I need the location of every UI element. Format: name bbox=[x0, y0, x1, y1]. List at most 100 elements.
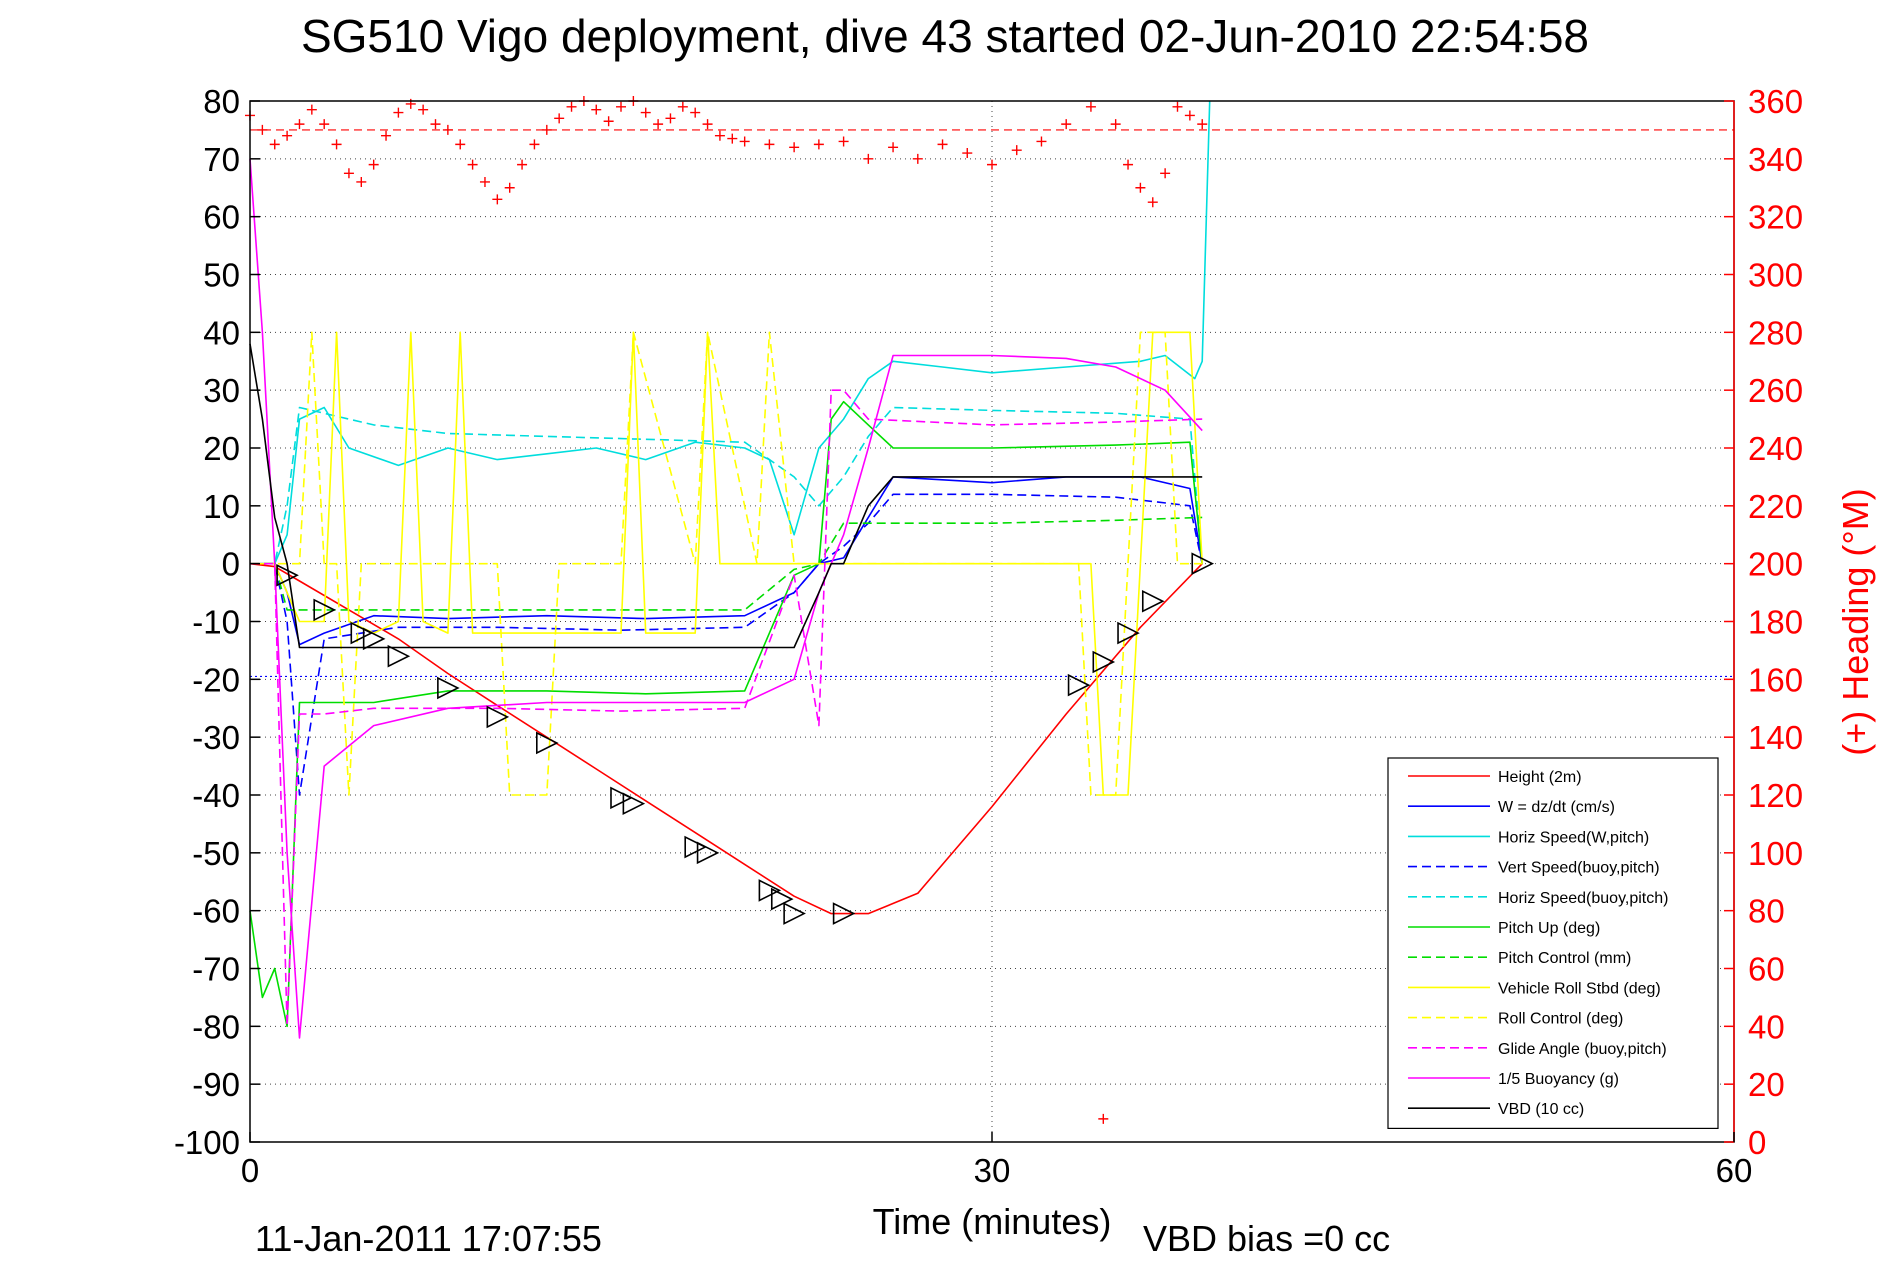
y-tick-label: -30 bbox=[192, 719, 240, 756]
chart-title: SG510 Vigo deployment, dive 43 started 0… bbox=[301, 10, 1589, 62]
y-tick-label: 50 bbox=[203, 257, 240, 294]
heading-point bbox=[442, 124, 453, 135]
triangle-marker bbox=[350, 621, 374, 645]
y-right-tick-label: 200 bbox=[1748, 546, 1803, 583]
y-right-tick-label: 300 bbox=[1748, 257, 1803, 294]
heading-point bbox=[566, 101, 577, 112]
triangle-marker bbox=[1067, 673, 1091, 697]
triangle-marker bbox=[758, 879, 782, 902]
triangle-markers bbox=[276, 552, 1215, 925]
triangle-marker bbox=[486, 705, 510, 729]
y-tick-label: 40 bbox=[203, 314, 240, 351]
triangle-marker bbox=[1191, 552, 1215, 575]
heading-point bbox=[739, 136, 750, 147]
triangle-marker bbox=[1092, 650, 1116, 674]
legend-label: Vehicle Roll Stbd (deg) bbox=[1498, 980, 1661, 997]
triangle-marker bbox=[1141, 589, 1165, 613]
footer-vbd-bias: VBD bias =0 cc bbox=[1143, 1218, 1390, 1259]
x-tick-label: 30 bbox=[974, 1152, 1011, 1189]
x-axis: 0 30 60 bbox=[241, 1132, 1752, 1189]
y-right-tick-label: 220 bbox=[1748, 488, 1803, 525]
legend-label: Vert Speed(buoy,pitch) bbox=[1498, 860, 1660, 877]
heading-point bbox=[1184, 110, 1195, 121]
series-line-10 bbox=[249, 158, 1203, 1039]
heading-point bbox=[912, 153, 923, 164]
triangle-marker bbox=[684, 835, 707, 859]
legend-label: VBD (10 cc) bbox=[1498, 1101, 1584, 1118]
heading-point bbox=[356, 176, 367, 187]
heading-point bbox=[1036, 136, 1047, 147]
y-tick-label: 70 bbox=[203, 141, 240, 178]
heading-point bbox=[418, 104, 429, 115]
y-tick-label: 30 bbox=[203, 372, 240, 409]
legend-label: Height (2m) bbox=[1498, 769, 1582, 786]
heading-point bbox=[517, 159, 528, 170]
y-right-tick-label: 160 bbox=[1748, 661, 1803, 698]
triangle-marker bbox=[622, 792, 646, 815]
heading-point bbox=[987, 159, 997, 170]
triangle-marker bbox=[276, 563, 299, 587]
y-tick-label: 60 bbox=[203, 199, 240, 236]
triangle-marker bbox=[832, 902, 856, 925]
legend-label: Pitch Up (deg) bbox=[1498, 920, 1600, 937]
series-group bbox=[249, 100, 1211, 1039]
heading-point bbox=[1172, 101, 1183, 112]
triangle-marker bbox=[696, 841, 720, 865]
triangle-marker bbox=[437, 676, 460, 700]
legend-label: 1/5 Buoyancy (g) bbox=[1498, 1071, 1619, 1088]
triangle-marker bbox=[770, 887, 794, 911]
heading-point bbox=[1123, 159, 1134, 170]
y-tick-label: -100 bbox=[174, 1124, 240, 1161]
y-right-tick-label: 340 bbox=[1748, 141, 1803, 178]
y-right-tick-label: 120 bbox=[1748, 777, 1803, 814]
y-tick-label: -40 bbox=[192, 777, 240, 814]
heading-point bbox=[343, 168, 354, 179]
heading-point bbox=[789, 142, 800, 153]
heading-point bbox=[467, 159, 478, 170]
heading-point bbox=[1061, 119, 1072, 130]
heading-point bbox=[504, 182, 515, 193]
series-line-4 bbox=[250, 406, 1203, 565]
heading-point bbox=[677, 101, 688, 112]
y-right-tick-label: 0 bbox=[1748, 1124, 1766, 1161]
heading-point bbox=[430, 119, 441, 130]
heading-point bbox=[393, 107, 404, 118]
y-right-tick-label: 180 bbox=[1748, 604, 1803, 641]
legend-box bbox=[1387, 757, 1719, 1129]
y-tick-label: 0 bbox=[222, 546, 240, 583]
heading-point bbox=[727, 133, 738, 144]
heading-point bbox=[541, 124, 552, 135]
x-tick-label: 0 bbox=[241, 1152, 259, 1189]
y-right-tick-label: 40 bbox=[1748, 1008, 1785, 1045]
y-right-tick-label: 240 bbox=[1748, 430, 1803, 467]
heading-point bbox=[479, 176, 490, 187]
heading-point bbox=[603, 116, 614, 127]
reference-lines bbox=[250, 129, 1734, 678]
legend-label: W = dz/dt (cm/s) bbox=[1498, 799, 1615, 816]
heading-point bbox=[962, 148, 973, 159]
triangle-marker bbox=[1117, 621, 1140, 645]
legend-label: Pitch Control (mm) bbox=[1498, 950, 1631, 967]
heading-point bbox=[690, 107, 701, 118]
triangle-marker bbox=[610, 786, 633, 810]
footer-timestamp: 11-Jan-2011 17:07:55 bbox=[255, 1218, 602, 1259]
legend-label: Horiz Speed(W,pitch) bbox=[1498, 829, 1649, 846]
y-tick-label: -90 bbox=[192, 1066, 240, 1103]
heading-point bbox=[257, 124, 268, 135]
triangle-marker bbox=[387, 644, 411, 668]
triangle-marker bbox=[783, 902, 806, 925]
legend-label: Horiz Speed(buoy,pitch) bbox=[1498, 890, 1668, 907]
y-right-tick-label: 280 bbox=[1748, 314, 1803, 351]
heading-point bbox=[269, 139, 280, 150]
y-right-tick-label: 80 bbox=[1748, 893, 1785, 930]
heading-point bbox=[665, 113, 676, 124]
heading-point bbox=[863, 153, 874, 164]
y-tick-label: -80 bbox=[192, 1008, 240, 1045]
heading-point bbox=[1110, 119, 1121, 130]
y-right-tick-label: 60 bbox=[1748, 951, 1785, 988]
heading-point bbox=[492, 194, 503, 205]
heading-point bbox=[1135, 182, 1146, 193]
y-axis-right-label: (+) Heading (°M) bbox=[1835, 488, 1876, 755]
y-right-tick-label: 260 bbox=[1748, 372, 1803, 409]
heading-point bbox=[1160, 168, 1171, 179]
